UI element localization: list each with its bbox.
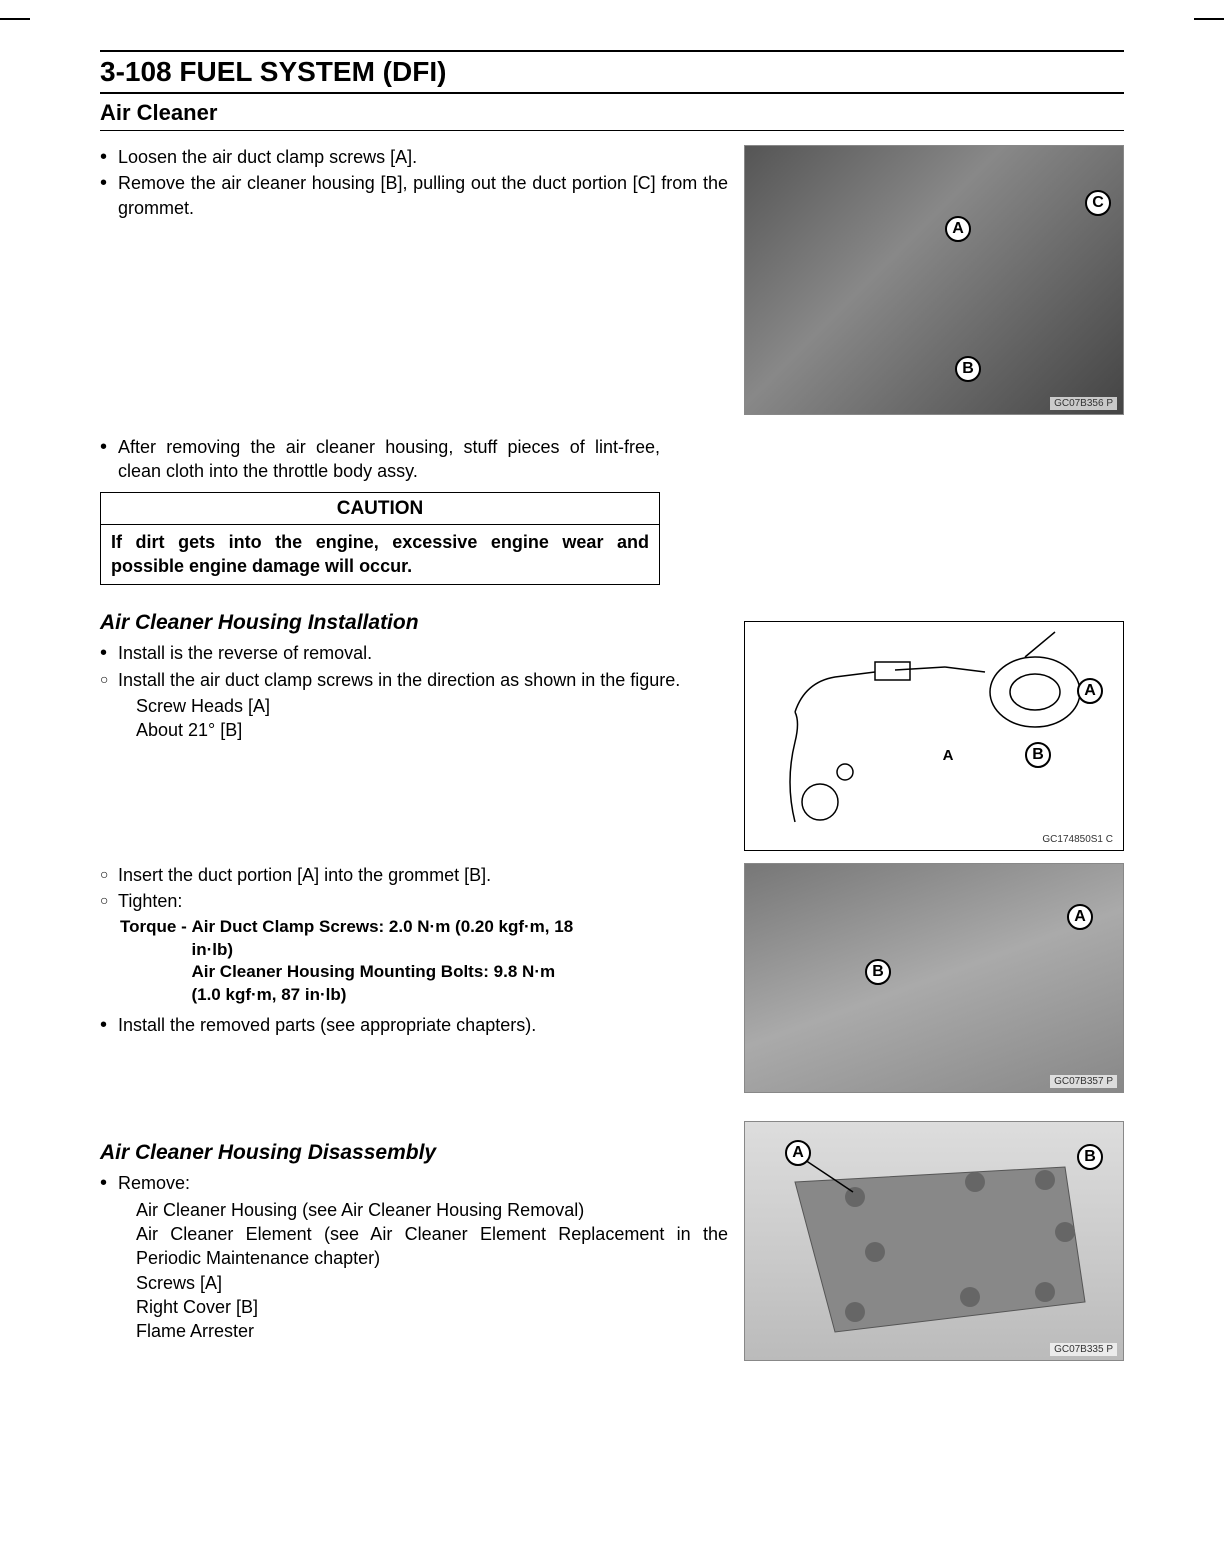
figure-code: GC07B335 P bbox=[1050, 1343, 1117, 1356]
figure-code: GC174850S1 C bbox=[1038, 833, 1117, 846]
caution-body: If dirt gets into the engine, excessive … bbox=[101, 525, 659, 584]
block-5: Air Cleaner Housing Disassembly Remove: … bbox=[100, 1121, 1124, 1361]
section-title-bar: Air Cleaner bbox=[100, 94, 1124, 131]
block-5-text: Air Cleaner Housing Disassembly Remove: … bbox=[100, 1121, 728, 1361]
callout-b: B bbox=[865, 959, 891, 985]
indent-line: Screw Heads [A] bbox=[100, 694, 728, 718]
block-3-text: Air Cleaner Housing Installation Install… bbox=[100, 591, 728, 743]
block-1-figure-col: A B C GC07B356 P bbox=[744, 145, 1124, 415]
bullet-item: Install is the reverse of removal. bbox=[100, 641, 728, 665]
figure-line-diagram: A B A GC174850S1 C bbox=[744, 621, 1124, 851]
circle-item: Install the air duct clamp screws in the… bbox=[100, 668, 728, 692]
indent-line: Flame Arrester bbox=[100, 1319, 728, 1343]
indent-line: Air Cleaner Housing (see Air Cleaner Hou… bbox=[100, 1198, 728, 1222]
callout-b: B bbox=[955, 356, 981, 382]
block-2: After removing the air cleaner housing, … bbox=[100, 435, 1124, 585]
caution-head: CAUTION bbox=[101, 493, 659, 526]
block-2-text: After removing the air cleaner housing, … bbox=[100, 435, 660, 585]
figure-cover-photo: A B GC07B335 P bbox=[744, 1121, 1124, 1361]
callout-a: A bbox=[945, 216, 971, 242]
bullet-item: Remove the air cleaner housing [B], pull… bbox=[100, 171, 728, 220]
section-title: Air Cleaner bbox=[100, 100, 1124, 126]
callout-b: B bbox=[1077, 1144, 1103, 1170]
page-header: 3-108 FUEL SYSTEM (DFI) bbox=[100, 50, 1124, 94]
torque-value: Air Duct Clamp Screws: 2.0 N·m (0.20 kgf… bbox=[191, 916, 581, 962]
circle-item: Insert the duct portion [A] into the gro… bbox=[100, 863, 728, 887]
figure-code: GC07B357 P bbox=[1050, 1075, 1117, 1088]
block-4-text: Insert the duct portion [A] into the gro… bbox=[100, 863, 728, 1093]
crop-mark-tr bbox=[1194, 18, 1224, 20]
callout-b: B bbox=[1025, 742, 1051, 768]
block-4-figure-col: A B GC07B357 P bbox=[744, 863, 1124, 1093]
figure-code: GC07B356 P bbox=[1050, 397, 1117, 410]
circle-item: Tighten: bbox=[100, 889, 728, 913]
block-3-figure-col: A B A GC174850S1 C bbox=[744, 591, 1124, 851]
crop-mark-tl bbox=[0, 18, 30, 20]
page-title: 3-108 FUEL SYSTEM (DFI) bbox=[100, 56, 1124, 88]
indent-line: Air Cleaner Element (see Air Cleaner Ele… bbox=[100, 1222, 728, 1271]
callout-c: C bbox=[1085, 190, 1111, 216]
indent-line: About 21° [B] bbox=[100, 718, 728, 742]
sub-heading: Air Cleaner Housing Installation bbox=[100, 609, 728, 637]
block-5-figure-col: A B GC07B335 P bbox=[744, 1121, 1124, 1361]
diagram-svg bbox=[745, 622, 1123, 850]
torque-label: Torque - bbox=[120, 916, 187, 939]
callout-a: A bbox=[785, 1140, 811, 1166]
block-3: Air Cleaner Housing Installation Install… bbox=[100, 591, 1124, 851]
torque-block: Torque - Air Duct Clamp Screws: 2.0 N·m … bbox=[100, 916, 728, 1008]
sub-heading: Air Cleaner Housing Disassembly bbox=[100, 1139, 728, 1167]
callout-a-inner: A bbox=[935, 742, 961, 768]
bullet-item: Remove: bbox=[100, 1171, 728, 1195]
bullet-item: After removing the air cleaner housing, … bbox=[100, 435, 660, 484]
block-1: Loosen the air duct clamp screws [A]. Re… bbox=[100, 145, 1124, 415]
block-4: Insert the duct portion [A] into the gro… bbox=[100, 863, 1124, 1093]
indent-line: Right Cover [B] bbox=[100, 1295, 728, 1319]
callout-a: A bbox=[1077, 678, 1103, 704]
block-1-text: Loosen the air duct clamp screws [A]. Re… bbox=[100, 145, 728, 415]
torque-value: Air Cleaner Housing Mounting Bolts: 9.8 … bbox=[191, 961, 581, 1007]
bullet-item: Loosen the air duct clamp screws [A]. bbox=[100, 145, 728, 169]
figure-engine-photo: A B C GC07B356 P bbox=[744, 145, 1124, 415]
bullet-item: Install the removed parts (see appropria… bbox=[100, 1013, 728, 1037]
indent-line: Screws [A] bbox=[100, 1271, 728, 1295]
caution-box: CAUTION If dirt gets into the engine, ex… bbox=[100, 492, 660, 585]
callout-a: A bbox=[1067, 904, 1093, 930]
figure-grommet-photo: A B GC07B357 P bbox=[744, 863, 1124, 1093]
